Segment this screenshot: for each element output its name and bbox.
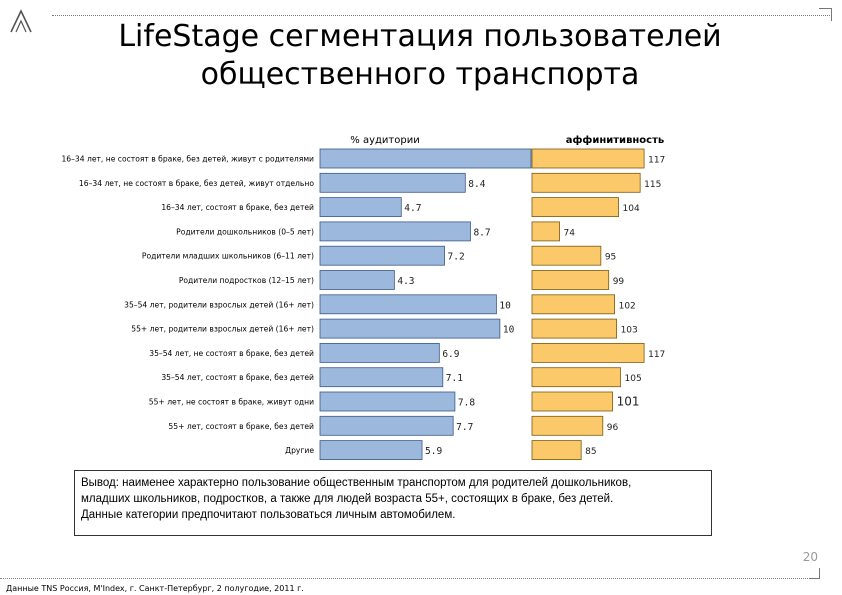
affinity-bar (531, 367, 621, 388)
affinity-value-label: 99 (613, 277, 625, 287)
audience-bar (319, 172, 466, 193)
audience-bar (319, 245, 445, 266)
category-label: Родители дошкольников (0–5 лет) (176, 227, 314, 236)
audience-bar (319, 440, 423, 461)
conclusion-line-1: Вывод: наименее характерно пользование о… (81, 477, 632, 489)
page-title: LifeStage сегментация пользователей обще… (60, 18, 780, 94)
page-number: 20 (802, 550, 818, 564)
affinity-bar (531, 342, 645, 363)
audience-value-label: 7.8 (458, 398, 475, 409)
audience-value-label: 4.3 (397, 276, 414, 287)
audience-bar (319, 294, 497, 315)
affinity-value-label: 104 (623, 204, 640, 214)
audience-value-label: 7.1 (446, 373, 463, 384)
category-label: 16–34 лет, не состоят в браке, без детей… (79, 179, 314, 188)
affinity-value-label: 85 (585, 447, 596, 457)
audience-value-label: 5.9 (425, 446, 442, 457)
series-header-audience: % аудитории (350, 135, 419, 146)
audience-value-label: 7.2 (448, 252, 465, 263)
source-note: Данные TNS Россия, M'Index, г. Санкт-Пет… (6, 584, 304, 593)
category-label: 55+ лет, состоят в браке, без детей (168, 422, 314, 431)
affinity-value-label: 102 (619, 301, 636, 311)
affinity-bar (531, 197, 619, 218)
title-line-2: общественного транспорта (200, 57, 640, 92)
audience-bar (319, 391, 456, 412)
conclusion-line-2: младших школьников, подростков, а также … (81, 493, 614, 505)
affinity-bar (531, 270, 610, 290)
conclusion-line-3: Данные категории предпочитают пользовать… (81, 509, 456, 521)
affinity-bar (531, 318, 617, 339)
audience-value-label: 6.9 (442, 349, 459, 360)
category-label: 55+ лет, родители взрослых детей (16+ ле… (131, 325, 314, 334)
affinity-bar (531, 415, 604, 436)
audience-bar (319, 318, 501, 339)
category-label: Другие (285, 446, 314, 455)
category-label: 16–34 лет, состоят в браке, без детей (161, 203, 314, 212)
affinity-bar (531, 245, 602, 266)
audience-bar (319, 221, 471, 242)
affinity-value-label: 117 (648, 156, 665, 166)
title-line-1: LifeStage сегментация пользователей (118, 19, 722, 54)
affinity-bar (531, 221, 560, 242)
affinity-bar (531, 440, 582, 461)
audience-value-label: 8.7 (473, 227, 490, 238)
affinity-value-label: 117 (648, 350, 665, 360)
audience-value-label: 4.7 (404, 203, 421, 214)
category-label: Родители младших школьников (6–11 лет) (142, 252, 314, 261)
category-label: 16–34 лет, не состоят в браке, без детей… (61, 155, 314, 164)
audience-bar (319, 415, 454, 436)
affinity-value-label: 115 (644, 180, 661, 190)
bottom-divider (0, 578, 818, 579)
category-label: 35–54 лет, состоят в браке, без детей (161, 373, 314, 382)
affinity-bar (531, 294, 615, 315)
audience-bar (319, 342, 440, 363)
category-label: 35–54 лет, не состоят в браке, без детей (149, 349, 314, 358)
audience-value-label: 7.7 (456, 422, 473, 433)
affinity-bar (531, 148, 645, 169)
audience-value-label: 10 (499, 300, 511, 311)
conclusion-box: Вывод: наименее характерно пользование о… (74, 470, 712, 536)
affinity-value-label: 105 (625, 374, 642, 384)
affinity-value-label: 74 (564, 228, 576, 238)
audience-bar (319, 367, 444, 388)
affinity-bar (531, 391, 614, 412)
segmentation-chart: % аудитории аффинитивность 16–34 лет, не с… (61, 134, 665, 461)
affinity-bar (531, 172, 641, 193)
affinity-value-label: 101 (617, 395, 640, 409)
audience-value-label: 8.4 (468, 179, 485, 190)
logo-icon (10, 9, 32, 33)
affinity-value-label: 96 (607, 423, 619, 433)
category-label: 35–54 лет, родители взрослых детей (16+ … (124, 300, 314, 309)
affinity-value-label: 103 (621, 326, 638, 336)
audience-bar (319, 270, 395, 290)
audience-value-label: 10 (503, 325, 515, 336)
affinity-value-label: 95 (605, 253, 616, 263)
corner-mark-bottom (809, 568, 820, 579)
top-divider (52, 15, 832, 16)
series-header-affinity: аффинитивность (566, 134, 664, 146)
corner-mark (819, 8, 832, 21)
category-label: 55+ лет, не состоят в браке, живут одни (149, 398, 314, 407)
category-label: Родители подростков (12–15 лет) (179, 276, 314, 285)
audience-bar (319, 148, 532, 169)
audience-bar (319, 197, 402, 218)
